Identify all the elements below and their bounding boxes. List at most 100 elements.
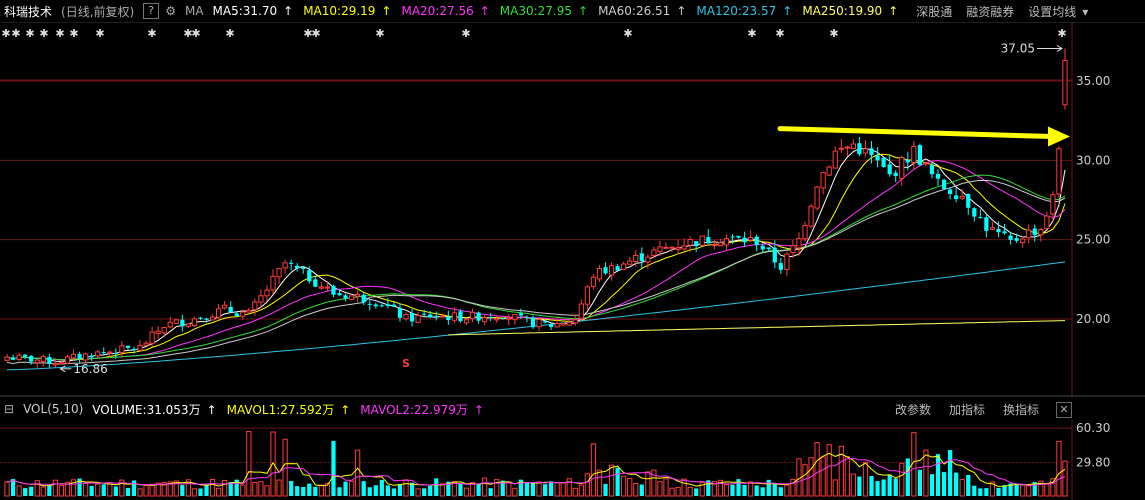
candle-body xyxy=(548,324,554,327)
candle-body xyxy=(446,316,451,321)
candle-body xyxy=(16,354,22,361)
candle-body xyxy=(1044,215,1050,230)
candle-body xyxy=(760,245,765,250)
volume-bar xyxy=(838,445,844,497)
candle-body xyxy=(58,362,65,365)
candle-body xyxy=(989,227,996,230)
candle-body xyxy=(361,294,366,303)
volume-bar xyxy=(584,473,591,497)
candle-body xyxy=(355,293,361,297)
stock-name[interactable]: 科瑞技术 xyxy=(4,4,53,19)
candle-body xyxy=(941,179,947,189)
volume-bar xyxy=(826,444,832,497)
up-arrow-icon: ↑ xyxy=(473,402,484,417)
candle-body xyxy=(379,305,384,307)
star-marker: ✱ xyxy=(375,27,384,40)
volume-ma-line xyxy=(6,452,1066,487)
candle-body xyxy=(488,317,493,319)
volume-bar xyxy=(1020,483,1026,497)
candle-body xyxy=(784,253,790,271)
volume-bar xyxy=(1032,482,1037,496)
volume-bar xyxy=(185,479,192,497)
volume-bar xyxy=(367,487,372,496)
volume-bar xyxy=(645,471,651,497)
volume-button[interactable]: 改参数 xyxy=(894,402,931,417)
volume-bar xyxy=(318,484,325,497)
volume-bar xyxy=(295,486,300,496)
candle-body xyxy=(802,224,808,240)
up-arrow-icon: ↑ xyxy=(578,4,589,18)
candle-body xyxy=(228,306,233,313)
chevron-down-icon[interactable]: ▾ xyxy=(1082,4,1089,19)
candle-body xyxy=(530,317,536,328)
header-button[interactable]: 深股通 xyxy=(916,4,953,19)
volume-bar xyxy=(893,478,898,496)
candle-body xyxy=(149,331,155,344)
volume-bar xyxy=(52,479,59,497)
volume-bar xyxy=(608,464,615,497)
volume-chart: 29.80 60.30 xyxy=(0,420,1110,500)
volume-bar xyxy=(264,485,270,497)
candle-body xyxy=(536,319,542,328)
volume-bar xyxy=(862,461,869,497)
volume-bar xyxy=(959,478,965,497)
ma-line xyxy=(6,153,1066,361)
candle-body xyxy=(234,313,239,317)
candle-body xyxy=(675,247,681,250)
volume-bar xyxy=(379,479,384,496)
volume-bar xyxy=(391,488,397,496)
candle-body xyxy=(481,317,488,323)
volume-bar xyxy=(694,488,699,496)
candle-body xyxy=(796,238,802,249)
candle-body xyxy=(215,308,222,318)
candle-body xyxy=(929,165,935,175)
candle-body xyxy=(367,303,372,305)
volume-bar xyxy=(844,456,850,497)
candle-body xyxy=(313,279,318,287)
volume-legend-item: MAVOL2:22.979万 xyxy=(360,402,468,417)
candle-body xyxy=(572,319,578,324)
volume-bar xyxy=(941,472,947,496)
volume-header: ⊟ VOL(5,10) VOLUME:31.053万 ↑ MAVOL1:27.592… xyxy=(0,398,1075,420)
volume-bar xyxy=(850,473,857,497)
candle-body xyxy=(240,311,246,317)
panel-toggle-icon[interactable]: ⊟ xyxy=(4,402,15,416)
volume-bar xyxy=(301,486,306,496)
trend-arrowhead-icon xyxy=(1048,126,1070,147)
gear-icon[interactable]: ⚙ xyxy=(165,4,176,18)
volume-bar xyxy=(343,481,348,496)
candle-body xyxy=(318,286,325,289)
volume-bar xyxy=(348,480,355,497)
close-panel-button[interactable]: ✕ xyxy=(1056,402,1072,418)
candle-body xyxy=(252,301,258,311)
candle-body xyxy=(935,173,941,179)
volume-bar xyxy=(966,474,971,496)
volume-bar xyxy=(337,487,342,496)
up-arrow-icon: ↑ xyxy=(206,402,217,417)
volume-bar xyxy=(996,487,1001,496)
candle-body xyxy=(996,228,1001,233)
volume-bar xyxy=(820,456,826,497)
candle-body xyxy=(282,262,288,269)
volume-bar xyxy=(512,487,518,497)
volume-button[interactable]: 加指标 xyxy=(948,402,985,417)
candle-body xyxy=(850,143,857,150)
price-tick-label: 20.00 xyxy=(1076,312,1110,326)
candle-body xyxy=(627,260,633,265)
volume-bar xyxy=(954,472,959,496)
header-button[interactable]: 设置均线 xyxy=(1028,4,1077,19)
volume-bar xyxy=(657,481,663,497)
candle-body xyxy=(469,311,476,320)
help-button[interactable]: ? xyxy=(143,3,160,19)
candle-body xyxy=(270,275,276,291)
volume-bar xyxy=(276,479,282,497)
volume-bar xyxy=(929,474,935,496)
candle-body xyxy=(978,216,983,218)
volume-bar xyxy=(633,482,639,497)
candle-body xyxy=(905,159,910,163)
ma-legend-item: MA20:27.56 xyxy=(401,4,474,18)
header-button[interactable]: 融资融券 xyxy=(966,4,1015,19)
candle-body xyxy=(681,245,687,250)
volume-button[interactable]: 换指标 xyxy=(1002,402,1039,417)
